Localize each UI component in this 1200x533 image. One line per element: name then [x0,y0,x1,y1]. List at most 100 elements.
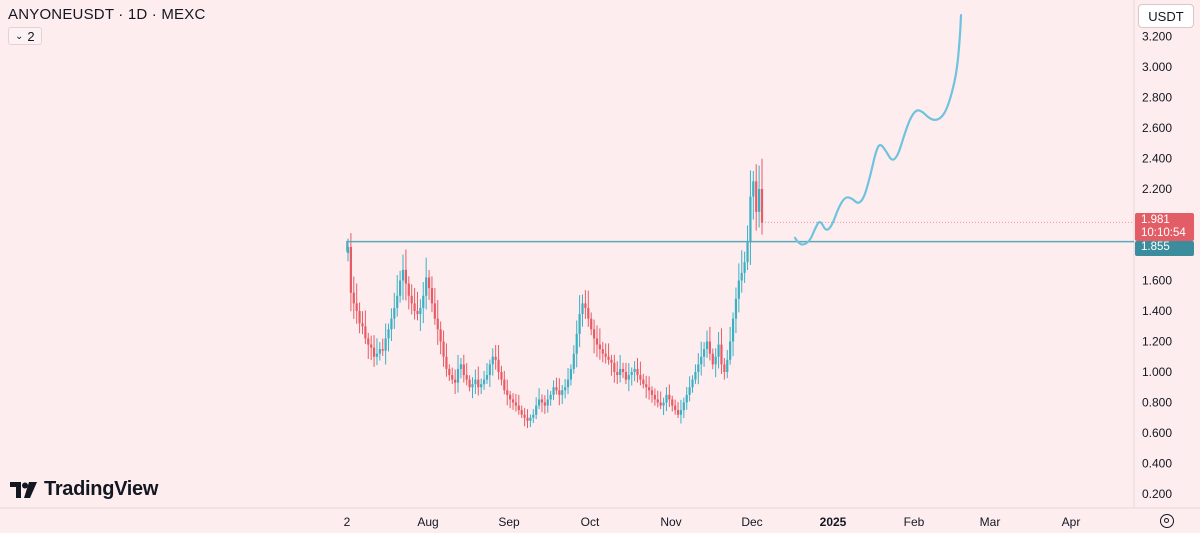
candle [520,405,523,418]
candle [590,312,593,336]
candle [575,320,578,368]
price-axis[interactable]: 3.200 3.000 2.800 2.600 2.400 2.200 1.600 1.400… [1142,30,1172,502]
tradingview-logo-icon [10,481,37,498]
y-tick-label: 2.800 [1142,91,1172,105]
candle [584,290,587,319]
candle [587,290,590,327]
indicator-count: 2 [27,28,35,44]
candle [671,395,674,412]
candle [688,376,691,402]
x-tick-label: Nov [660,515,681,529]
candle [422,282,425,324]
candlestick-series [346,158,764,429]
candle [482,370,486,390]
current-price-badge: 1.981 10:10:54 [1135,213,1194,241]
candle [714,348,717,378]
candle [755,164,758,231]
symbol-title[interactable]: ANYONEUSDT · 1D · MEXC [8,6,206,23]
candle [697,353,700,385]
candle [749,170,752,265]
candle [540,394,544,413]
candle [410,284,413,315]
candle [572,345,575,374]
candle [517,394,520,415]
candle [494,345,497,370]
candle [569,364,573,386]
candle [726,349,729,379]
candle [451,367,454,384]
candle [668,384,671,407]
tradingview-logo[interactable]: TradingView [10,478,158,501]
candle [720,328,723,374]
currency-select[interactable]: USDT [1138,4,1194,28]
candle [676,402,680,418]
y-tick-label: 1.400 [1142,304,1172,318]
y-tick-label: 3.200 [1142,30,1172,44]
candle [737,263,740,313]
candle [442,330,445,367]
chart-header: ANYONEUSDT · 1D · MEXC [8,6,205,24]
candle [535,397,538,420]
candle [624,362,628,384]
candle [355,283,358,324]
bar-countdown: 10:10:54 [1141,227,1186,239]
candle [387,323,390,352]
candle [633,361,636,382]
candle [760,158,764,235]
candle [529,414,532,428]
candle [743,251,746,283]
chart-overlays [346,14,1134,252]
candle [384,323,387,365]
candle [381,338,384,356]
candle [619,354,622,383]
candle [352,276,355,319]
y-tick-label: 3.000 [1142,60,1172,74]
candle [598,328,601,360]
candle [471,377,474,399]
candle [546,389,549,413]
candle [645,375,648,399]
candle [477,366,480,396]
candle [543,395,546,414]
y-tick-label: 0.400 [1142,457,1172,471]
candle [491,348,494,376]
candle [439,321,442,355]
candle [372,335,376,367]
candle [647,376,651,400]
candle [358,302,361,334]
indicators-toggle-button[interactable]: ⌄ 2 [8,27,42,45]
candle [636,358,639,383]
candle [430,276,434,313]
candle [731,312,735,357]
candle [370,335,373,360]
candle [595,325,599,358]
candle [427,270,431,300]
x-tick-label: Sep [498,515,520,529]
candle [700,341,703,376]
projection-curve[interactable] [793,14,963,246]
candle [566,368,570,395]
candle [401,254,405,301]
candle [500,365,503,386]
candle [601,342,604,363]
candle [532,409,535,424]
time-axis[interactable]: 2 Aug Sep Oct Nov Dec 2025 Feb Mar Apr [344,515,1081,529]
gear-icon[interactable] [1160,514,1174,528]
candle [456,354,460,393]
candle [503,370,506,395]
resistance-level-line[interactable] [346,240,1134,252]
candle [592,319,596,354]
candle [480,378,483,395]
candle [639,361,642,386]
x-tick-label: 2025 [820,515,847,529]
candle [396,275,399,317]
x-tick-label: 2 [344,515,351,529]
candle [549,390,552,406]
candle [653,388,656,406]
candle [674,399,677,415]
candle [436,300,439,345]
candle [364,310,367,345]
candle [564,379,567,399]
x-tick-label: Dec [741,515,762,529]
